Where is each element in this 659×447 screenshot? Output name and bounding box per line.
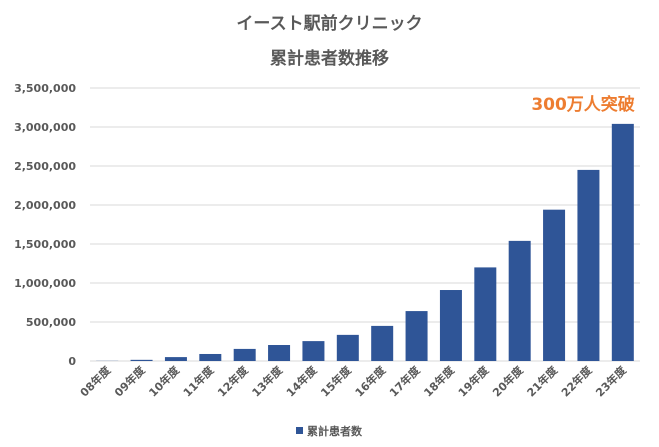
- x-tick-label: 09年度: [111, 363, 148, 400]
- y-tick-label: 500,000: [26, 316, 76, 329]
- bar: [130, 359, 153, 361]
- bar: [164, 357, 187, 361]
- x-tick-label: 21年度: [524, 363, 561, 400]
- y-tick-label: 3,000,000: [14, 121, 76, 134]
- legend-label: 累計患者数: [307, 424, 363, 438]
- x-tick-label: 19年度: [455, 363, 492, 400]
- bar: [199, 353, 222, 361]
- y-tick-label: 1,500,000: [14, 238, 76, 251]
- bar: [371, 325, 394, 361]
- x-tick-label: 14年度: [283, 363, 320, 400]
- bar: [302, 341, 325, 361]
- chart-title: イースト駅前クリニック: [236, 14, 423, 34]
- x-tick-label: 23年度: [593, 363, 630, 400]
- bar: [474, 267, 497, 361]
- chart-subtitle: 累計患者数推移: [270, 49, 389, 69]
- x-tick-label: 17年度: [386, 363, 423, 400]
- x-tick-label: 18年度: [421, 363, 458, 400]
- bar: [439, 290, 462, 361]
- bar: [611, 123, 634, 361]
- x-tick-label: 10年度: [146, 363, 183, 400]
- y-tick-label: 2,500,000: [14, 160, 76, 173]
- bar: [405, 311, 428, 361]
- x-tick-label: 08年度: [77, 363, 114, 400]
- bar: [336, 334, 359, 361]
- x-tick-label: 20年度: [490, 363, 527, 400]
- bar: [233, 348, 256, 361]
- bar: [508, 240, 531, 361]
- bar: [543, 209, 566, 361]
- x-tick-label: 15年度: [318, 363, 355, 400]
- annotation-label: 300万人突破: [531, 94, 635, 115]
- y-tick-label: 3,500,000: [14, 82, 76, 95]
- bar: [577, 169, 600, 361]
- x-tick-label: 16年度: [352, 363, 389, 400]
- legend-swatch: [296, 427, 303, 434]
- bar: [268, 345, 291, 361]
- x-tick-label: 22年度: [558, 363, 595, 400]
- y-tick-label: 2,000,000: [14, 199, 76, 212]
- y-tick-label: 0: [68, 355, 76, 368]
- y-tick-label: 1,000,000: [14, 277, 76, 290]
- x-tick-label: 11年度: [180, 363, 217, 400]
- x-tick-label: 13年度: [249, 363, 286, 400]
- x-tick-label: 12年度: [215, 363, 252, 400]
